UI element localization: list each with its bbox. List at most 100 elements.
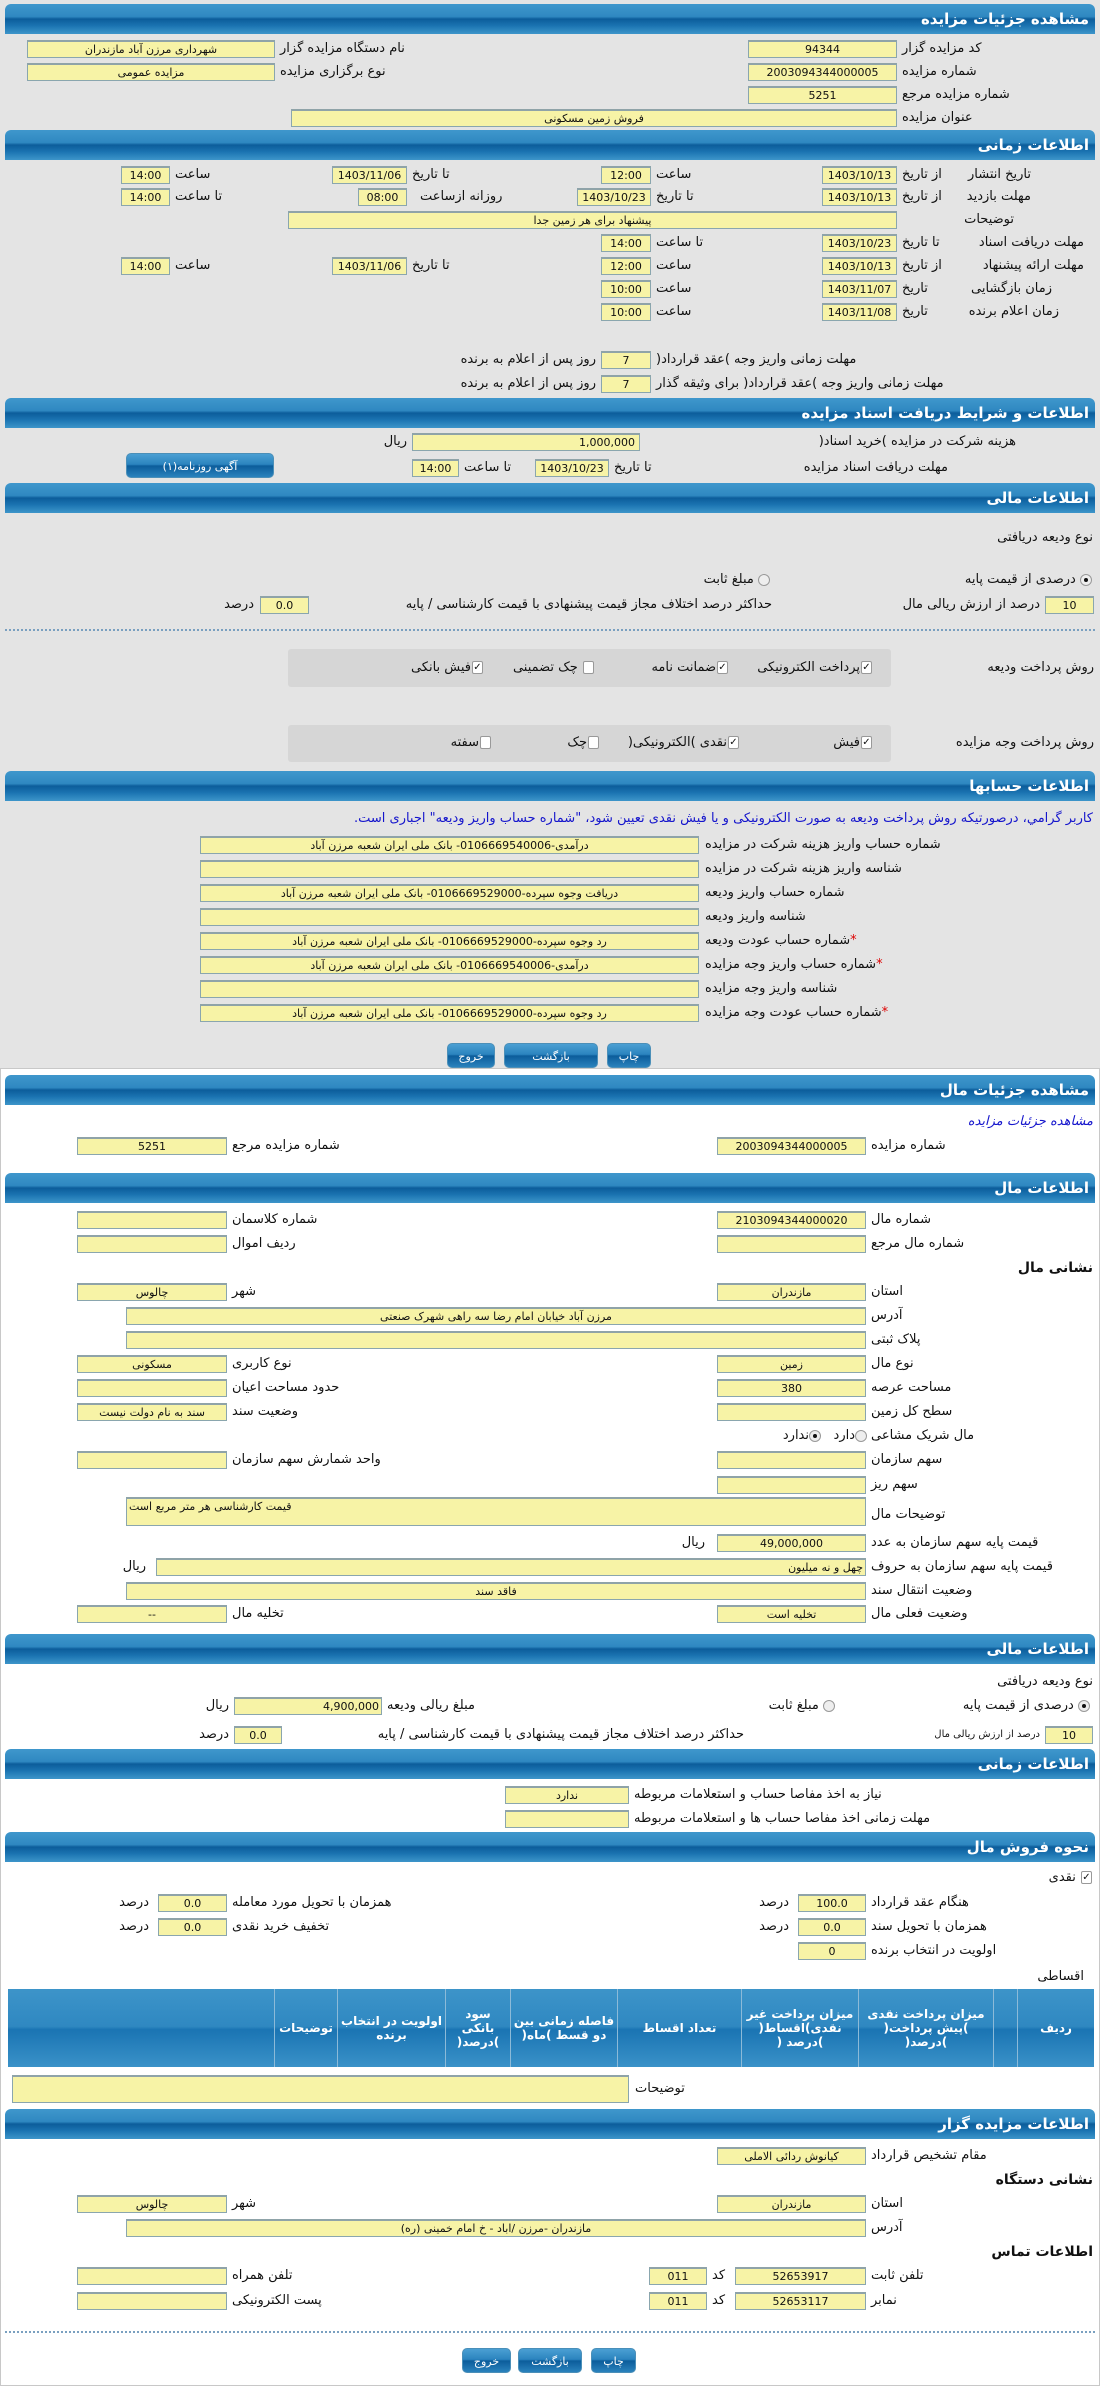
auction-details-link[interactable]: مشاهده جزئیات مزایده — [967, 1114, 1093, 1129]
newspaper-ad-button[interactable]: آگهی روزنامه(۱) — [126, 453, 274, 478]
base-price-words-label: قیمت پایه سهم سازمان به حروف — [871, 1559, 1053, 1574]
docs-deadline-label: مهلت دریافت اسناد مزایده — [803, 460, 948, 475]
radio-checked-icon[interactable] — [1080, 573, 1092, 586]
base-price-words-field: چهل و نه میلیون — [156, 1558, 866, 1576]
deposit-percent-option[interactable]: درصدی از قیمت پایه — [965, 571, 1092, 589]
hour-label: ساعت — [175, 258, 211, 273]
fee-label: هزینه شرکت در مزایده )خرید اسناد( — [818, 434, 1016, 449]
exit-button[interactable]: خروج — [447, 1043, 495, 1068]
delivery-percent-field: 0.0 — [158, 1894, 227, 1912]
radio-checked-icon[interactable] — [809, 1429, 821, 1442]
item-number-field: 2103094344000020 — [717, 1211, 866, 1229]
checkbox-checked-icon[interactable]: ✓ — [472, 661, 483, 674]
percent-label: درصد از ارزش ریالی مال — [934, 1729, 1040, 1740]
seller-province-field: مازندران — [717, 2195, 866, 2213]
column-header: تعداد اقساط — [617, 1989, 741, 2067]
account-label: شناسه واریز وجه مزایده — [705, 980, 837, 998]
account-label-text: شناسه واریز ودیعه — [705, 909, 806, 924]
exit-button[interactable]: خروج — [462, 2348, 511, 2373]
installments-table-header — [8, 1989, 1094, 2067]
shared-yes-option[interactable]: دارد — [834, 1427, 867, 1445]
print-button[interactable]: چاپ — [591, 2348, 636, 2373]
deposit-percent-option[interactable]: درصدی از قیمت پایه — [963, 1697, 1090, 1715]
offer-to-hour-field: 14:00 — [121, 257, 170, 275]
item-kind-label: نوع مال — [871, 1356, 914, 1371]
item-description-label: توضیحات مال — [871, 1507, 946, 1522]
radio-unchecked-icon[interactable] — [758, 573, 770, 586]
column-header: میزان پرداخت غیر نقدی)اقساط( )درصد ( — [741, 1989, 858, 2067]
account-label-text: شماره حساب واریز وجه مزایده — [705, 957, 877, 972]
section-header-item-finance: اطلاعات مالی — [5, 1634, 1095, 1664]
to-date-label: تا تاریخ — [614, 460, 652, 475]
property-row-label: ردیف اموال — [232, 1236, 296, 1251]
deposit-amount-label: مبلغ ریالی ودیعه — [387, 1698, 475, 1713]
phone-label: تلفن ثابت — [871, 2268, 924, 2283]
account-label: شناسه واریز هزینه شرکت در مزایده — [705, 860, 902, 878]
deposit-fixed-option[interactable]: مبلغ ثابت — [704, 571, 770, 589]
radio-unchecked-icon[interactable] — [823, 1699, 835, 1712]
rial-label: ریال — [205, 1698, 229, 1713]
auction-number-label: شماره مزایده — [902, 64, 977, 79]
cash-checkbox[interactable]: ✓ نقدی — [1049, 1869, 1092, 1887]
auction-type-field: مزایده عمومی — [27, 63, 275, 81]
checkbox-checked-icon[interactable]: ✓ — [1081, 1871, 1092, 1884]
print-button[interactable]: چاپ — [607, 1043, 651, 1068]
publish-from-field: 1403/10/13 — [822, 166, 897, 184]
delivery-label: همزمان با تحویل مورد معامله — [232, 1895, 392, 1910]
radio-checked-icon[interactable] — [1078, 1699, 1090, 1712]
payment-method-promissory[interactable]: سفته — [451, 734, 491, 752]
to-date-label: تا تاریخ — [902, 235, 940, 250]
deposit-amount-field: 4,900,000 — [234, 1697, 382, 1715]
hour-label: ساعت — [656, 167, 692, 182]
rial-label: ریال — [681, 1535, 705, 1550]
back-button[interactable]: بازگشت — [518, 2348, 582, 2373]
account-field — [200, 860, 699, 878]
docs-to-field: 1403/10/23 — [822, 234, 897, 252]
land-area-label: سطح کل زمین — [871, 1404, 953, 1419]
payment-method-slip[interactable]: ✓فیش — [833, 734, 872, 752]
pay-days-field: 7 — [601, 351, 651, 369]
winner-hour-field: 10:00 — [601, 303, 651, 321]
percent-unit: درصد — [224, 597, 254, 612]
time-desc-field: پیشنهاد برای هر زمین جدا — [288, 211, 897, 229]
clearance-field: ندارد — [505, 1786, 629, 1804]
seller-city-label: شهر — [232, 2196, 257, 2211]
shared-no-option[interactable]: ندارد — [783, 1427, 821, 1445]
checkbox-unchecked-icon[interactable] — [480, 736, 491, 749]
checkbox-checked-icon[interactable]: ✓ — [728, 736, 739, 749]
publish-to-hour-field: 14:00 — [121, 166, 170, 184]
area-code-label: کد — [712, 2293, 726, 2308]
radio-unchecked-icon[interactable] — [855, 1429, 867, 1442]
visit-daily-from-field: 08:00 — [358, 188, 407, 206]
payment-method-cheque[interactable]: چک — [567, 734, 599, 752]
auction-code-label: کد مزایده گزار — [902, 41, 982, 56]
checkbox-unchecked-icon[interactable] — [588, 736, 599, 749]
checkbox-checked-icon[interactable]: ✓ — [861, 661, 872, 674]
column-header: میزان پرداخت نقدی )پیش پرداخت( )درصد( — [858, 1989, 993, 2067]
seller-province-label: استان — [871, 2196, 903, 2211]
checkbox-unchecked-icon[interactable] — [583, 661, 594, 674]
account-label: *شماره حساب واریز وجه مزایده — [705, 956, 883, 974]
back-button[interactable]: بازگشت — [504, 1043, 598, 1068]
evacuation-field: -- — [77, 1605, 227, 1623]
account-field: دریافت وجوه سپرده-0106669529000- بانک مل… — [200, 884, 699, 902]
option-label: چک — [567, 735, 587, 750]
deposit-method-guarantee[interactable]: ✓ضمانت نامه — [651, 659, 728, 677]
deposit-method-electronic[interactable]: ✓پرداخت الکترونیکی — [757, 659, 872, 677]
building-area-field — [77, 1379, 227, 1397]
fax-label: نمابر — [871, 2293, 897, 2308]
checkbox-checked-icon[interactable]: ✓ — [717, 661, 728, 674]
account-field — [200, 980, 699, 998]
from-date-label: از تاریخ — [902, 258, 942, 273]
deposit-method-label: روش پرداخت ودیعه — [987, 660, 1094, 675]
offer-from-field: 1403/10/13 — [822, 257, 897, 275]
deposit-method-bank-slip[interactable]: ✓فیش بانکی — [411, 659, 483, 677]
deposit-fixed-option[interactable]: مبلغ ثابت — [769, 1697, 835, 1715]
property-row-field — [77, 1235, 227, 1253]
to-hour-label: تا ساعت — [175, 189, 223, 204]
seller-address-label: آدرس — [871, 2220, 903, 2235]
deposit-method-cheque[interactable]: چک تضمینی — [513, 659, 594, 677]
payment-method-cash[interactable]: ✓نقدی )الکترونیکی( — [628, 734, 739, 752]
item-address-heading: نشانی مال — [1017, 1260, 1093, 1276]
checkbox-checked-icon[interactable]: ✓ — [861, 736, 872, 749]
